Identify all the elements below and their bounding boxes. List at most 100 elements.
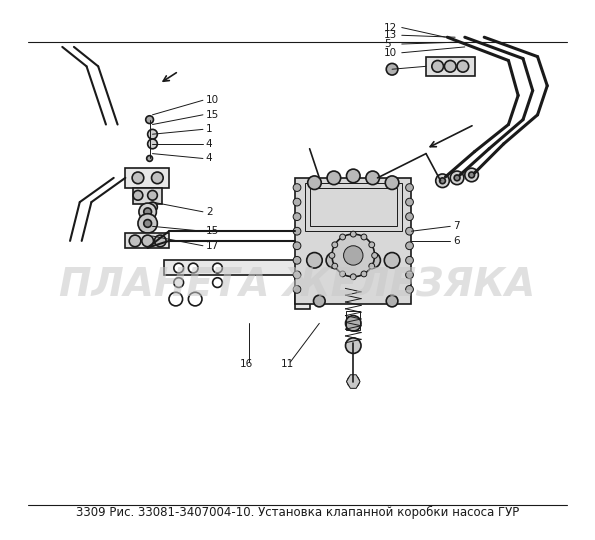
Circle shape <box>189 292 202 306</box>
Circle shape <box>306 253 322 268</box>
Text: 2: 2 <box>206 207 212 217</box>
Polygon shape <box>126 168 169 187</box>
Circle shape <box>155 235 166 247</box>
Text: 4: 4 <box>206 153 212 164</box>
Text: 11: 11 <box>281 359 294 369</box>
Circle shape <box>329 253 335 258</box>
Circle shape <box>406 184 414 192</box>
Circle shape <box>293 286 301 293</box>
Circle shape <box>332 263 338 269</box>
Circle shape <box>340 271 346 277</box>
Circle shape <box>386 295 398 307</box>
Circle shape <box>406 227 414 235</box>
Circle shape <box>174 263 183 273</box>
Circle shape <box>293 184 301 192</box>
Circle shape <box>148 202 157 212</box>
Text: 10: 10 <box>384 48 397 58</box>
Circle shape <box>450 171 464 185</box>
Bar <box>346 310 360 330</box>
Circle shape <box>293 271 301 279</box>
Circle shape <box>129 235 141 247</box>
Circle shape <box>133 191 143 200</box>
Circle shape <box>406 256 414 264</box>
Circle shape <box>147 156 152 161</box>
Circle shape <box>469 172 474 178</box>
Circle shape <box>361 271 367 277</box>
Text: 10: 10 <box>206 95 219 105</box>
Circle shape <box>152 172 163 184</box>
Polygon shape <box>426 57 474 76</box>
Circle shape <box>369 263 375 269</box>
Text: 1: 1 <box>206 124 212 134</box>
Circle shape <box>139 203 156 220</box>
Text: 17: 17 <box>206 241 219 251</box>
Circle shape <box>440 178 446 184</box>
Circle shape <box>365 253 380 268</box>
Circle shape <box>293 198 301 206</box>
Circle shape <box>148 139 157 148</box>
Circle shape <box>174 278 183 287</box>
Circle shape <box>142 235 154 247</box>
Text: 3309 Рис. 33081-3407004-10. Установка клапанной коробки насоса ГУР: 3309 Рис. 33081-3407004-10. Установка кл… <box>76 505 519 519</box>
Circle shape <box>386 176 399 190</box>
Circle shape <box>146 116 154 124</box>
Circle shape <box>144 208 152 215</box>
Circle shape <box>457 60 469 72</box>
Circle shape <box>346 315 361 331</box>
Text: 15: 15 <box>206 110 219 120</box>
Circle shape <box>346 338 361 353</box>
Circle shape <box>293 213 301 220</box>
Circle shape <box>308 176 321 190</box>
Text: 16: 16 <box>240 359 253 369</box>
Circle shape <box>327 171 341 185</box>
Text: 4: 4 <box>206 139 212 149</box>
Circle shape <box>386 63 398 75</box>
Bar <box>309 187 397 226</box>
Circle shape <box>326 253 342 268</box>
Circle shape <box>148 191 157 200</box>
Circle shape <box>314 295 325 307</box>
Circle shape <box>343 246 363 265</box>
Circle shape <box>169 292 183 306</box>
Circle shape <box>406 242 414 249</box>
Text: ПЛАНЕТА ЖЕЛЕЗЯКА: ПЛАНЕТА ЖЕЛЕЗЯКА <box>60 267 536 305</box>
Circle shape <box>444 60 456 72</box>
Circle shape <box>347 376 359 387</box>
Text: 12: 12 <box>384 23 397 32</box>
Polygon shape <box>133 187 162 204</box>
Polygon shape <box>126 233 169 248</box>
Circle shape <box>406 286 414 293</box>
Polygon shape <box>346 375 360 388</box>
Circle shape <box>366 171 380 185</box>
Circle shape <box>346 169 360 183</box>
Circle shape <box>384 253 400 268</box>
Circle shape <box>138 214 157 233</box>
Circle shape <box>406 198 414 206</box>
Circle shape <box>189 263 198 273</box>
Circle shape <box>212 278 223 287</box>
Circle shape <box>132 172 144 184</box>
Circle shape <box>332 242 338 248</box>
Circle shape <box>361 234 367 240</box>
Circle shape <box>148 130 157 139</box>
Circle shape <box>340 234 346 240</box>
Circle shape <box>144 220 152 227</box>
Circle shape <box>454 175 460 181</box>
Circle shape <box>332 234 375 277</box>
Circle shape <box>436 174 449 187</box>
Circle shape <box>350 231 356 237</box>
Circle shape <box>293 242 301 249</box>
Text: 15: 15 <box>206 226 219 236</box>
Circle shape <box>293 227 301 235</box>
Circle shape <box>212 263 223 273</box>
Bar <box>305 183 402 231</box>
Text: 6: 6 <box>453 236 460 246</box>
Circle shape <box>406 213 414 220</box>
Circle shape <box>293 256 301 264</box>
Text: 7: 7 <box>453 221 460 231</box>
Polygon shape <box>164 260 309 309</box>
Text: 13: 13 <box>384 30 397 40</box>
Circle shape <box>369 242 375 248</box>
Circle shape <box>372 253 377 258</box>
Bar <box>295 178 412 304</box>
